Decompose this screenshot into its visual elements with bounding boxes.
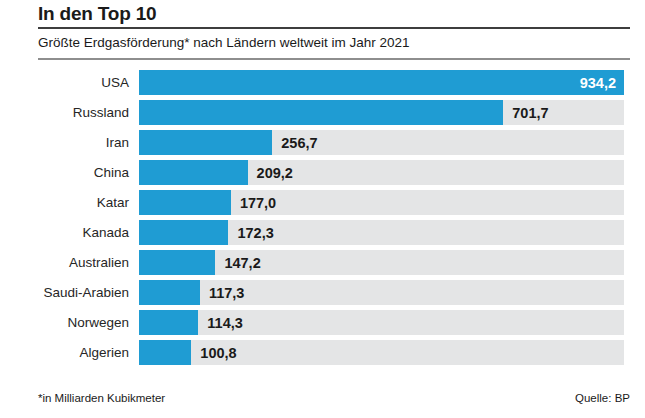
- bar-value-label: 209,2: [257, 165, 293, 181]
- bar-category-label: Australien: [38, 255, 139, 270]
- bar-category-label: China: [38, 165, 139, 180]
- bar-row: Katar 177,0: [38, 190, 624, 215]
- bar: [139, 130, 272, 155]
- bar-track: 172,3: [139, 220, 624, 245]
- bar: [139, 100, 503, 125]
- bar-track: 934,2: [139, 70, 624, 95]
- bar-row: Australien 147,2: [38, 250, 624, 275]
- chart-subtitle: Größte Erdgasförderung* nach Ländern wel…: [38, 35, 409, 50]
- bar-row: Saudi-Arabien 117,3: [38, 280, 624, 305]
- bar: [139, 340, 191, 365]
- bar-category-label: USA: [38, 75, 139, 90]
- chart-title: In den Top 10: [38, 3, 156, 25]
- unit-footnote: *in Milliarden Kubikmeter: [38, 392, 165, 404]
- bar-track: 114,3: [139, 310, 624, 335]
- bar-chart-area: USA 934,2 Russland 701,7 Iran 256,7 China 209,2…: [38, 70, 624, 370]
- bar-track: 701,7: [139, 100, 624, 125]
- title-divider: [38, 27, 630, 29]
- subtitle-divider: [38, 58, 630, 60]
- bar: [139, 250, 215, 275]
- bar-track: 147,2: [139, 250, 624, 275]
- bar-value-label: 177,0: [240, 195, 276, 211]
- bar-row: Algerien 100,8: [38, 340, 624, 365]
- bar-track: 177,0: [139, 190, 624, 215]
- bar-row: China 209,2: [38, 160, 624, 185]
- bar-category-label: Algerien: [38, 345, 139, 360]
- bar-row: Norwegen 114,3: [38, 310, 624, 335]
- bar: [139, 190, 231, 215]
- bar-category-label: Katar: [38, 195, 139, 210]
- bar-value-label: 117,3: [209, 285, 245, 301]
- bar-track: 100,8: [139, 340, 624, 365]
- bar-row: Kanada 172,3: [38, 220, 624, 245]
- chart-footer: *in Milliarden Kubikmeter Quelle: BP: [38, 392, 630, 404]
- bar-row: Iran 256,7: [38, 130, 624, 155]
- bar-category-label: Saudi-Arabien: [38, 285, 139, 300]
- bar-track: 256,7: [139, 130, 624, 155]
- bar-value-label: 100,8: [200, 345, 236, 361]
- bar-value-label: 934,2: [580, 75, 616, 91]
- bar: [139, 310, 198, 335]
- bar-category-label: Norwegen: [38, 315, 139, 330]
- bar-value-label: 701,7: [512, 105, 548, 121]
- bar: [139, 280, 200, 305]
- bar-track: 117,3: [139, 280, 624, 305]
- bar-value-label: 172,3: [237, 225, 273, 241]
- bar-category-label: Russland: [38, 105, 139, 120]
- infographic-canvas: In den Top 10 Größte Erdgasförderung* na…: [0, 0, 645, 418]
- source-credit: Quelle: BP: [575, 392, 630, 404]
- bar-row: USA 934,2: [38, 70, 624, 95]
- bar-category-label: Iran: [38, 135, 139, 150]
- bar: [139, 160, 248, 185]
- bar-track: 209,2: [139, 160, 624, 185]
- bar-value-label: 256,7: [281, 135, 317, 151]
- bar-row: Russland 701,7: [38, 100, 624, 125]
- bar-value-label: 147,2: [224, 255, 260, 271]
- bar: [139, 70, 624, 95]
- bar-category-label: Kanada: [38, 225, 139, 240]
- bar: [139, 220, 228, 245]
- bar-value-label: 114,3: [207, 315, 243, 331]
